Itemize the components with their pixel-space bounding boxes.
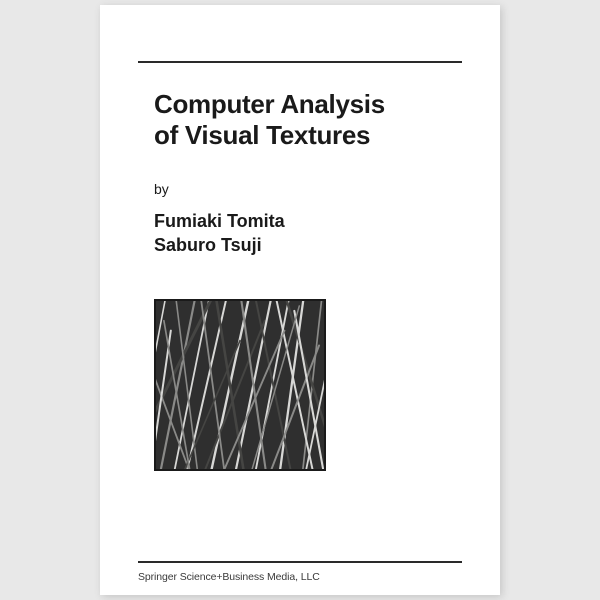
book-cover: Computer Analysis of Visual Textures by … [100,5,500,595]
title-line-1: Computer Analysis [154,89,385,120]
bottom-rule [138,561,462,563]
book-title: Computer Analysis of Visual Textures [154,89,385,150]
top-rule [138,61,462,63]
authors-block: Fumiaki Tomita Saburo Tsuji [154,209,285,258]
by-label: by [154,181,169,197]
texture-image [154,299,326,471]
author-2: Saburo Tsuji [154,233,285,257]
author-1: Fumiaki Tomita [154,209,285,233]
title-line-2: of Visual Textures [154,120,385,151]
publisher-line: Springer Science+Business Media, LLC [138,571,320,583]
